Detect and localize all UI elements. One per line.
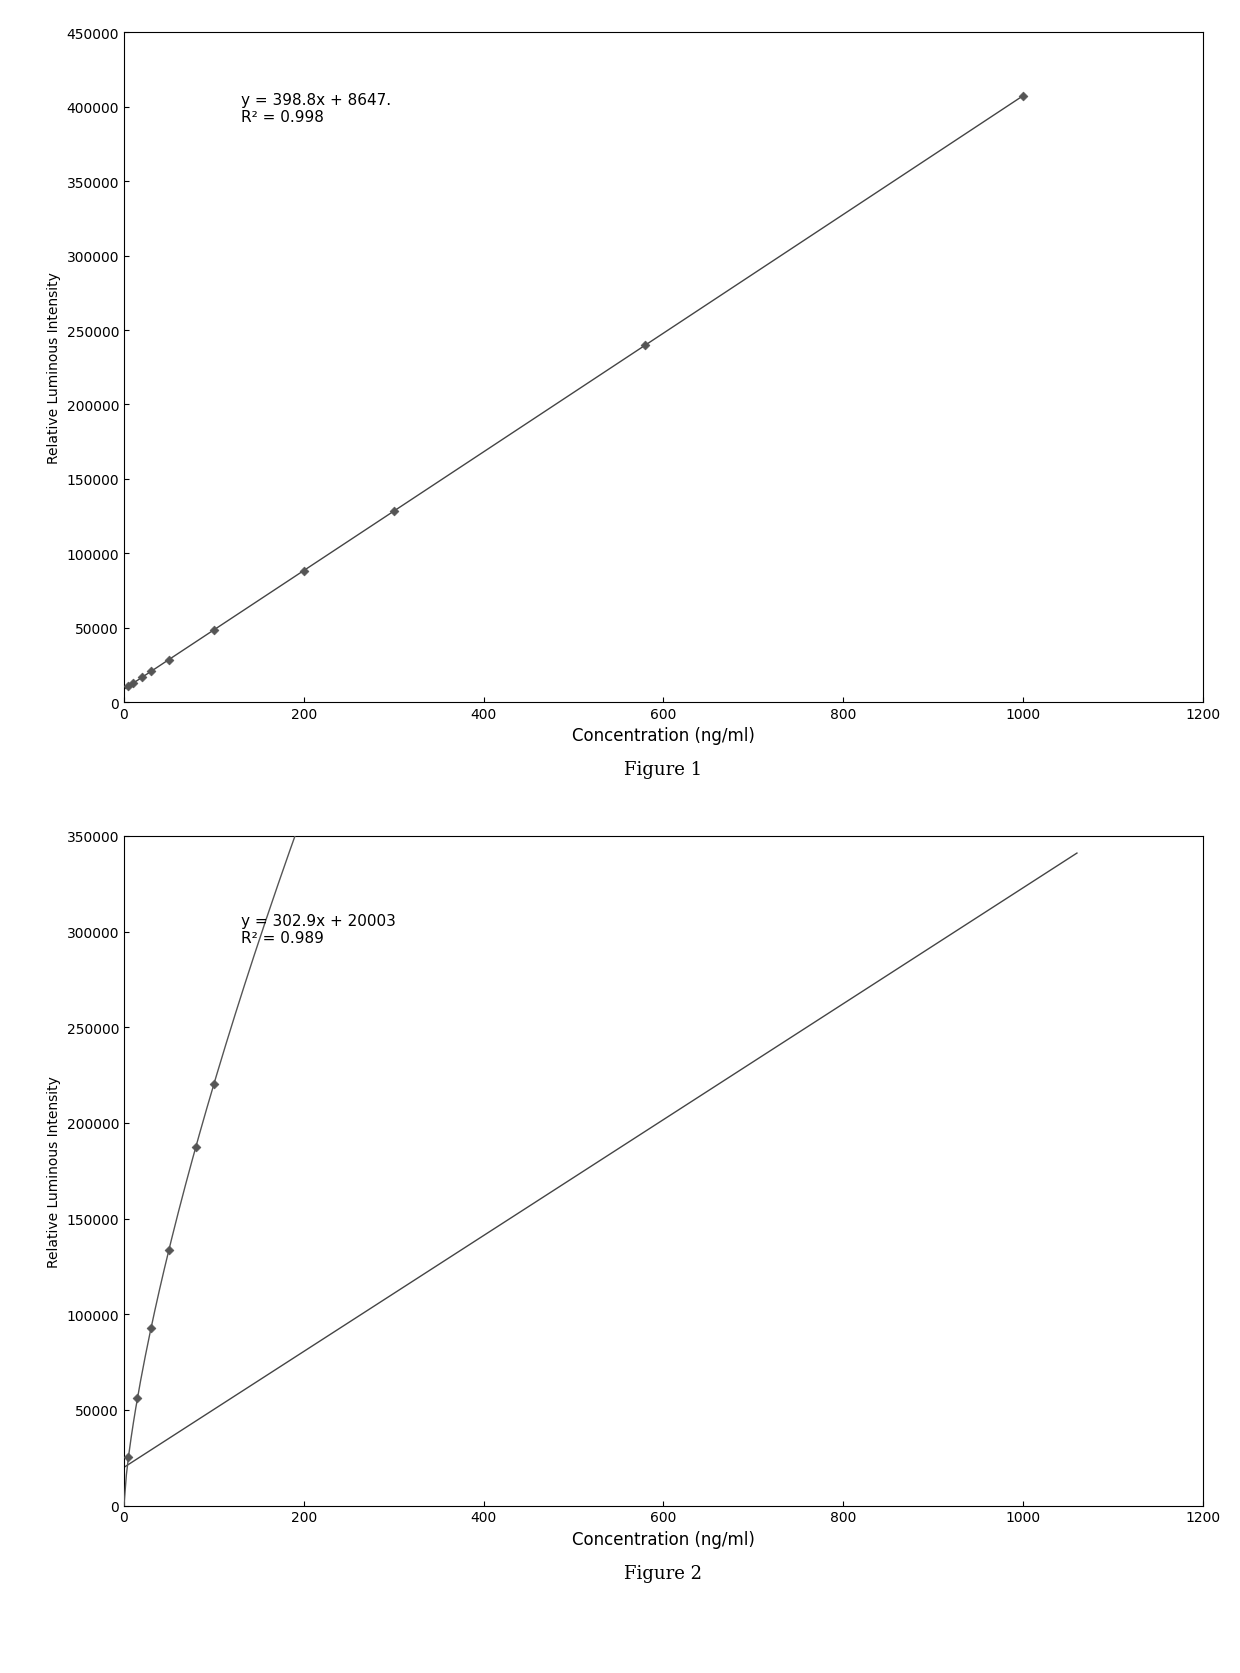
Point — [159, 1236, 179, 1263]
Point — [119, 674, 139, 701]
Y-axis label: Relative Luminous Intensity: Relative Luminous Intensity — [47, 1076, 61, 1266]
Point — [384, 564, 404, 591]
Y-axis label: Relative Luminous Intensity: Relative Luminous Intensity — [47, 273, 61, 463]
Point — [294, 557, 314, 584]
X-axis label: Concentration (ng/ml): Concentration (ng/ml) — [572, 728, 755, 744]
Point — [131, 664, 151, 691]
Point — [1013, 84, 1033, 110]
Point — [128, 1385, 148, 1412]
Text: y = 302.9x + 20003
R² = 0.989: y = 302.9x + 20003 R² = 0.989 — [241, 913, 396, 945]
Point — [294, 798, 314, 825]
Text: y = 398.8x + 8647.
R² = 0.998: y = 398.8x + 8647. R² = 0.998 — [241, 94, 391, 125]
Point — [635, 333, 655, 360]
Point — [119, 1444, 139, 1471]
Point — [141, 659, 161, 686]
Point — [384, 499, 404, 525]
Point — [186, 1134, 206, 1161]
Point — [203, 617, 224, 644]
Text: Figure 2: Figure 2 — [625, 1564, 702, 1581]
X-axis label: Concentration (ng/ml): Concentration (ng/ml) — [572, 1531, 755, 1548]
Point — [159, 647, 179, 674]
Point — [123, 671, 143, 698]
Point — [141, 1315, 161, 1342]
Point — [203, 1071, 224, 1097]
Text: Figure 1: Figure 1 — [624, 761, 703, 778]
